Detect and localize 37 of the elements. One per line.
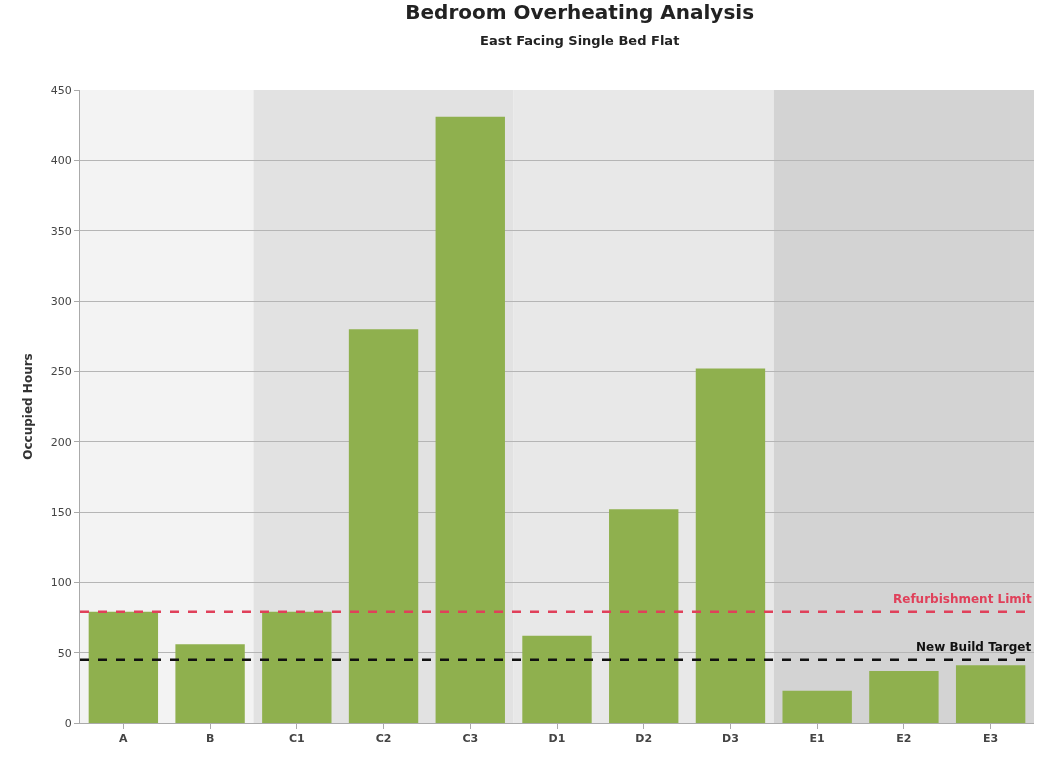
bar	[522, 635, 592, 723]
y-tick-label: 350	[50, 224, 72, 238]
x-tick-label: A	[119, 732, 129, 746]
bar	[609, 509, 679, 723]
x-tick-label: B	[205, 732, 215, 746]
x-tick-label: E2	[896, 732, 912, 746]
ref-line-label: New Build Target	[916, 640, 1032, 654]
x-tick-label: D2	[635, 732, 653, 746]
x-tick-label: C1	[288, 732, 305, 746]
ref-line-label: Refurbishment Limit	[893, 592, 1032, 606]
y-tick-label: 150	[50, 505, 72, 519]
x-tick-label: E3	[983, 732, 999, 746]
y-tick-label: 100	[50, 576, 72, 590]
y-tick-label: 200	[50, 435, 72, 449]
bar	[695, 368, 766, 723]
chart-title: Bedroom Overheating Analysis	[405, 0, 755, 25]
bar	[88, 611, 159, 723]
y-tick-label: 300	[50, 294, 72, 308]
y-tick-label: 250	[50, 365, 72, 379]
x-tick-label: C3	[462, 732, 479, 746]
y-axis-title: Occupied Hours	[21, 353, 36, 460]
x-tick-label: C2	[375, 732, 392, 746]
bar	[782, 690, 852, 723]
y-tick-label: 450	[50, 83, 72, 97]
y-tick-label: 400	[50, 154, 72, 168]
y-tick-label: 50	[57, 646, 72, 660]
bar	[955, 665, 1026, 723]
x-tick-label: E1	[809, 732, 825, 746]
y-tick-label: 0	[64, 716, 72, 730]
bar	[175, 644, 245, 723]
bar	[869, 670, 939, 723]
chart-subtitle: East Facing Single Bed Flat	[480, 33, 680, 49]
bar	[262, 611, 332, 723]
x-tick-label: D1	[548, 732, 566, 746]
bar	[435, 116, 505, 723]
bar	[348, 329, 419, 723]
x-tick-label: D3	[722, 732, 739, 746]
